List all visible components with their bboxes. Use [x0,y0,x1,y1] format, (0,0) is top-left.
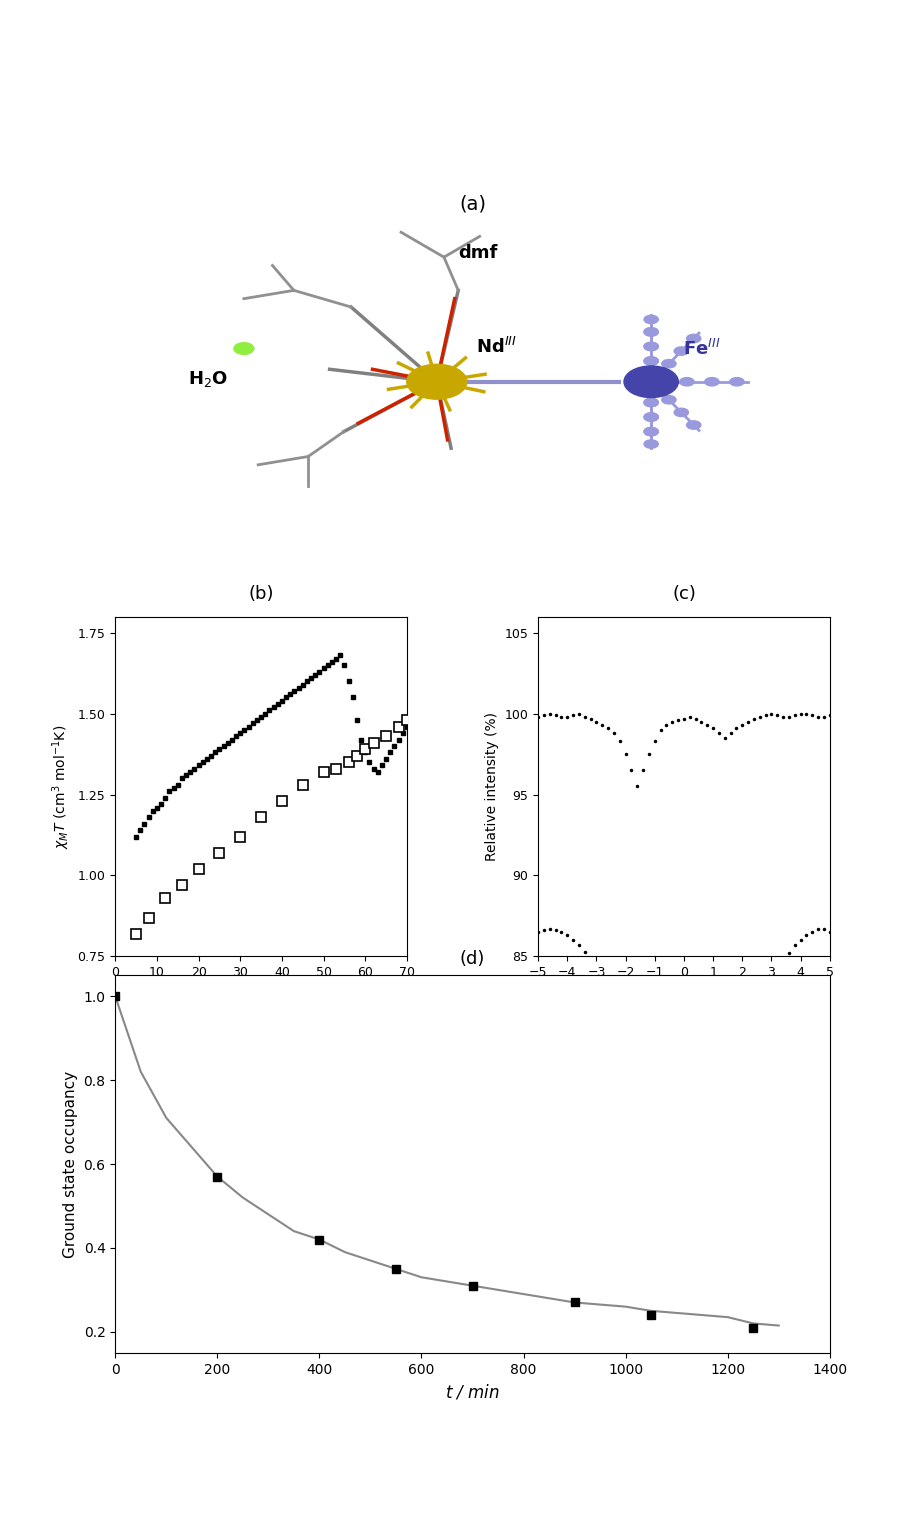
Text: Nd$^{III}$: Nd$^{III}$ [476,337,517,357]
X-axis label: Temperature (K): Temperature (K) [191,985,331,1000]
Text: H$_2$O: H$_2$O [188,369,229,389]
Circle shape [644,398,658,407]
Circle shape [234,342,254,354]
Circle shape [704,377,719,386]
X-axis label: Velocity (mm/s): Velocity (mm/s) [617,985,751,1000]
Circle shape [644,413,658,421]
Text: (c): (c) [672,585,696,603]
Circle shape [729,377,744,386]
Circle shape [644,328,658,336]
Circle shape [644,427,658,436]
Circle shape [644,357,658,365]
Y-axis label: Ground state occupancy: Ground state occupancy [63,1070,78,1257]
Circle shape [644,342,658,351]
X-axis label: $t$ / min: $t$ / min [445,1382,500,1401]
Y-axis label: $\chi_M T$ (cm$^3$ mol$^{-1}$K): $\chi_M T$ (cm$^3$ mol$^{-1}$K) [51,725,72,848]
Circle shape [644,315,658,324]
Circle shape [624,366,679,398]
Circle shape [644,413,658,421]
Circle shape [662,360,676,368]
Circle shape [644,357,658,365]
Text: Fe$^{III}$: Fe$^{III}$ [683,339,721,359]
Circle shape [644,398,658,407]
Y-axis label: Relative intensity (%): Relative intensity (%) [485,711,499,860]
Circle shape [644,328,658,336]
Text: (d): (d) [460,950,485,968]
Circle shape [674,409,689,416]
Text: dmf: dmf [458,245,498,261]
Circle shape [644,342,658,351]
Text: (a): (a) [459,195,486,214]
Circle shape [680,377,694,386]
Circle shape [407,365,467,400]
Circle shape [644,427,658,436]
Text: (b): (b) [248,585,274,603]
Circle shape [687,334,701,342]
Circle shape [662,395,676,404]
Circle shape [644,439,658,448]
Circle shape [674,347,689,356]
Circle shape [687,421,701,429]
